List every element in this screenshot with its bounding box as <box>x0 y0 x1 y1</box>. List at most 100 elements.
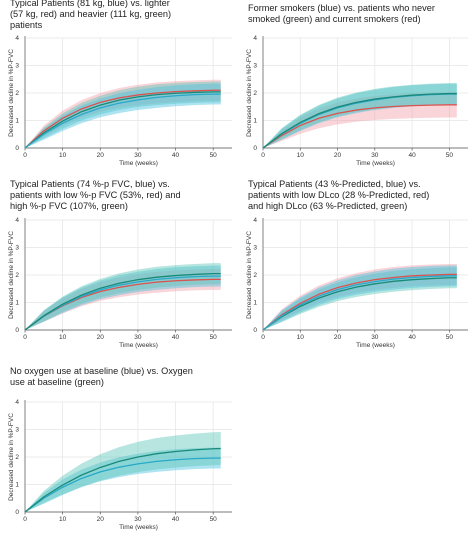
series-line-red <box>24 89 221 149</box>
x-tick-label: 50 <box>210 516 218 523</box>
x-tick-label: 0 <box>23 516 27 523</box>
series-line-blue <box>24 275 221 331</box>
confidence-band-blue <box>263 265 457 330</box>
y-tick-label: 1 <box>253 118 257 125</box>
x-tick-label: 40 <box>172 516 180 523</box>
chart-title: Former smokers (blue) vs. patients who n… <box>248 3 435 25</box>
y-tick-label: 1 <box>15 482 19 489</box>
x-tick-label: 10 <box>297 152 305 159</box>
y-tick-label: 4 <box>253 35 257 42</box>
x-tick-label: 30 <box>371 334 379 341</box>
y-tick-label: 2 <box>15 90 19 97</box>
confidence-band-red <box>25 268 221 330</box>
chart-panel-4: Typical Patients (43 %-Predicted, blue) … <box>242 179 474 360</box>
chart-title-line: Typical Patients (81 kg, blue) vs. light… <box>10 0 170 8</box>
confidence-band-green <box>263 83 457 148</box>
y-tick-label: 1 <box>15 300 19 307</box>
y-axis-label: Decreased decline in %P-FVC <box>246 49 253 137</box>
confidence-band-green <box>25 431 221 512</box>
series-line-green <box>24 91 221 149</box>
confidence-band-blue <box>25 447 221 512</box>
series-line-green <box>262 92 457 149</box>
y-tick-label: 0 <box>253 327 257 334</box>
y-tick-label: 0 <box>15 145 19 152</box>
x-tick-label: 10 <box>297 334 305 341</box>
x-axis-label: Time (weeks) <box>119 160 158 167</box>
x-tick-label: 50 <box>210 334 218 341</box>
y-tick-label: 4 <box>15 35 19 42</box>
x-tick-label: 20 <box>97 516 105 523</box>
x-tick-label: 40 <box>408 334 416 341</box>
chart-title-line: Typical Patients (43 %-Predicted, blue) … <box>248 179 421 189</box>
y-tick-label: 4 <box>253 217 257 224</box>
series-line-blue <box>24 457 221 513</box>
confidence-band-red <box>25 79 221 148</box>
y-axis-label: Decreased decline in %P-FVC <box>246 231 253 319</box>
chart-title: Typical Patients (74 %-p FVC, blue) vs. … <box>10 179 181 212</box>
y-tick-label: 0 <box>253 145 257 152</box>
chart-title: Typical Patients (81 kg, blue) vs. light… <box>10 0 171 31</box>
series-line-blue <box>24 93 221 149</box>
x-tick-label: 30 <box>134 152 142 159</box>
confidence-band-green <box>25 263 221 330</box>
x-axis-label: Time (weeks) <box>119 524 158 531</box>
chart-panel-1: Typical Patients (81 kg, blue) vs. light… <box>4 0 238 178</box>
chart-title-line: patients <box>10 20 43 30</box>
x-axis-label: Time (weeks) <box>356 160 395 167</box>
chart-panel-3: Typical Patients (74 %-p FVC, blue) vs. … <box>4 179 238 360</box>
x-tick-label: 0 <box>261 152 265 159</box>
x-tick-label: 20 <box>334 152 342 159</box>
y-tick-label: 3 <box>253 245 257 252</box>
x-tick-label: 40 <box>172 334 180 341</box>
x-tick-label: 30 <box>134 334 142 341</box>
x-tick-label: 50 <box>210 152 218 159</box>
x-tick-label: 20 <box>97 152 105 159</box>
x-tick-label: 40 <box>172 152 180 159</box>
y-tick-label: 2 <box>15 272 19 279</box>
chart-title-line: patients with low DLco (28 %-Predicted, … <box>248 190 430 200</box>
x-axis-label: Time (weeks) <box>119 342 158 349</box>
x-tick-label: 30 <box>371 152 379 159</box>
confidence-band-green <box>25 81 221 148</box>
series-line-blue <box>262 275 457 331</box>
y-tick-label: 4 <box>15 217 19 224</box>
confidence-band-blue <box>263 83 457 148</box>
chart-title-line: (57 kg, red) and heavier (111 kg, green) <box>10 9 172 19</box>
y-axis-label: Decreased decline in %P-FVC <box>8 413 15 501</box>
y-tick-label: 2 <box>253 90 257 97</box>
x-tick-label: 10 <box>59 516 67 523</box>
chart-title-line: No oxygen use at baseline (blue) vs. Oxy… <box>10 366 193 376</box>
x-tick-label: 10 <box>59 152 67 159</box>
x-tick-label: 0 <box>23 334 27 341</box>
y-tick-label: 4 <box>15 399 19 406</box>
x-tick-label: 0 <box>23 152 27 159</box>
chart-title-line: use at baseline (green) <box>10 377 104 387</box>
y-tick-label: 0 <box>15 327 19 334</box>
chart-title-line: Typical Patients (74 %-p FVC, blue) vs. <box>10 179 170 189</box>
chart-panel-5: No oxygen use at baseline (blue) vs. Oxy… <box>4 362 238 540</box>
y-tick-label: 1 <box>15 118 19 125</box>
series-line-green <box>24 447 221 513</box>
y-tick-label: 0 <box>15 509 19 516</box>
series-line-red <box>262 273 457 331</box>
y-tick-label: 3 <box>253 63 257 70</box>
chart-panel-2: Former smokers (blue) vs. patients who n… <box>242 0 474 178</box>
series-line-red <box>262 104 457 149</box>
x-axis-label: Time (weeks) <box>356 342 395 349</box>
chart-title-line: smoked (green) and current smokers (red) <box>248 14 421 24</box>
x-tick-label: 50 <box>446 152 454 159</box>
y-axis-label: Decreased decline in %P-FVC <box>8 49 15 137</box>
chart-title: Typical Patients (43 %-Predicted, blue) … <box>248 179 429 212</box>
y-tick-label: 1 <box>253 300 257 307</box>
chart-title-line: Former smokers (blue) vs. patients who n… <box>248 3 435 13</box>
y-tick-label: 3 <box>15 63 19 70</box>
x-tick-label: 30 <box>134 516 142 523</box>
x-tick-label: 0 <box>261 334 265 341</box>
chart-title-line: patients with low %-p FVC (53%, red) and <box>10 190 181 200</box>
x-tick-label: 40 <box>408 152 416 159</box>
